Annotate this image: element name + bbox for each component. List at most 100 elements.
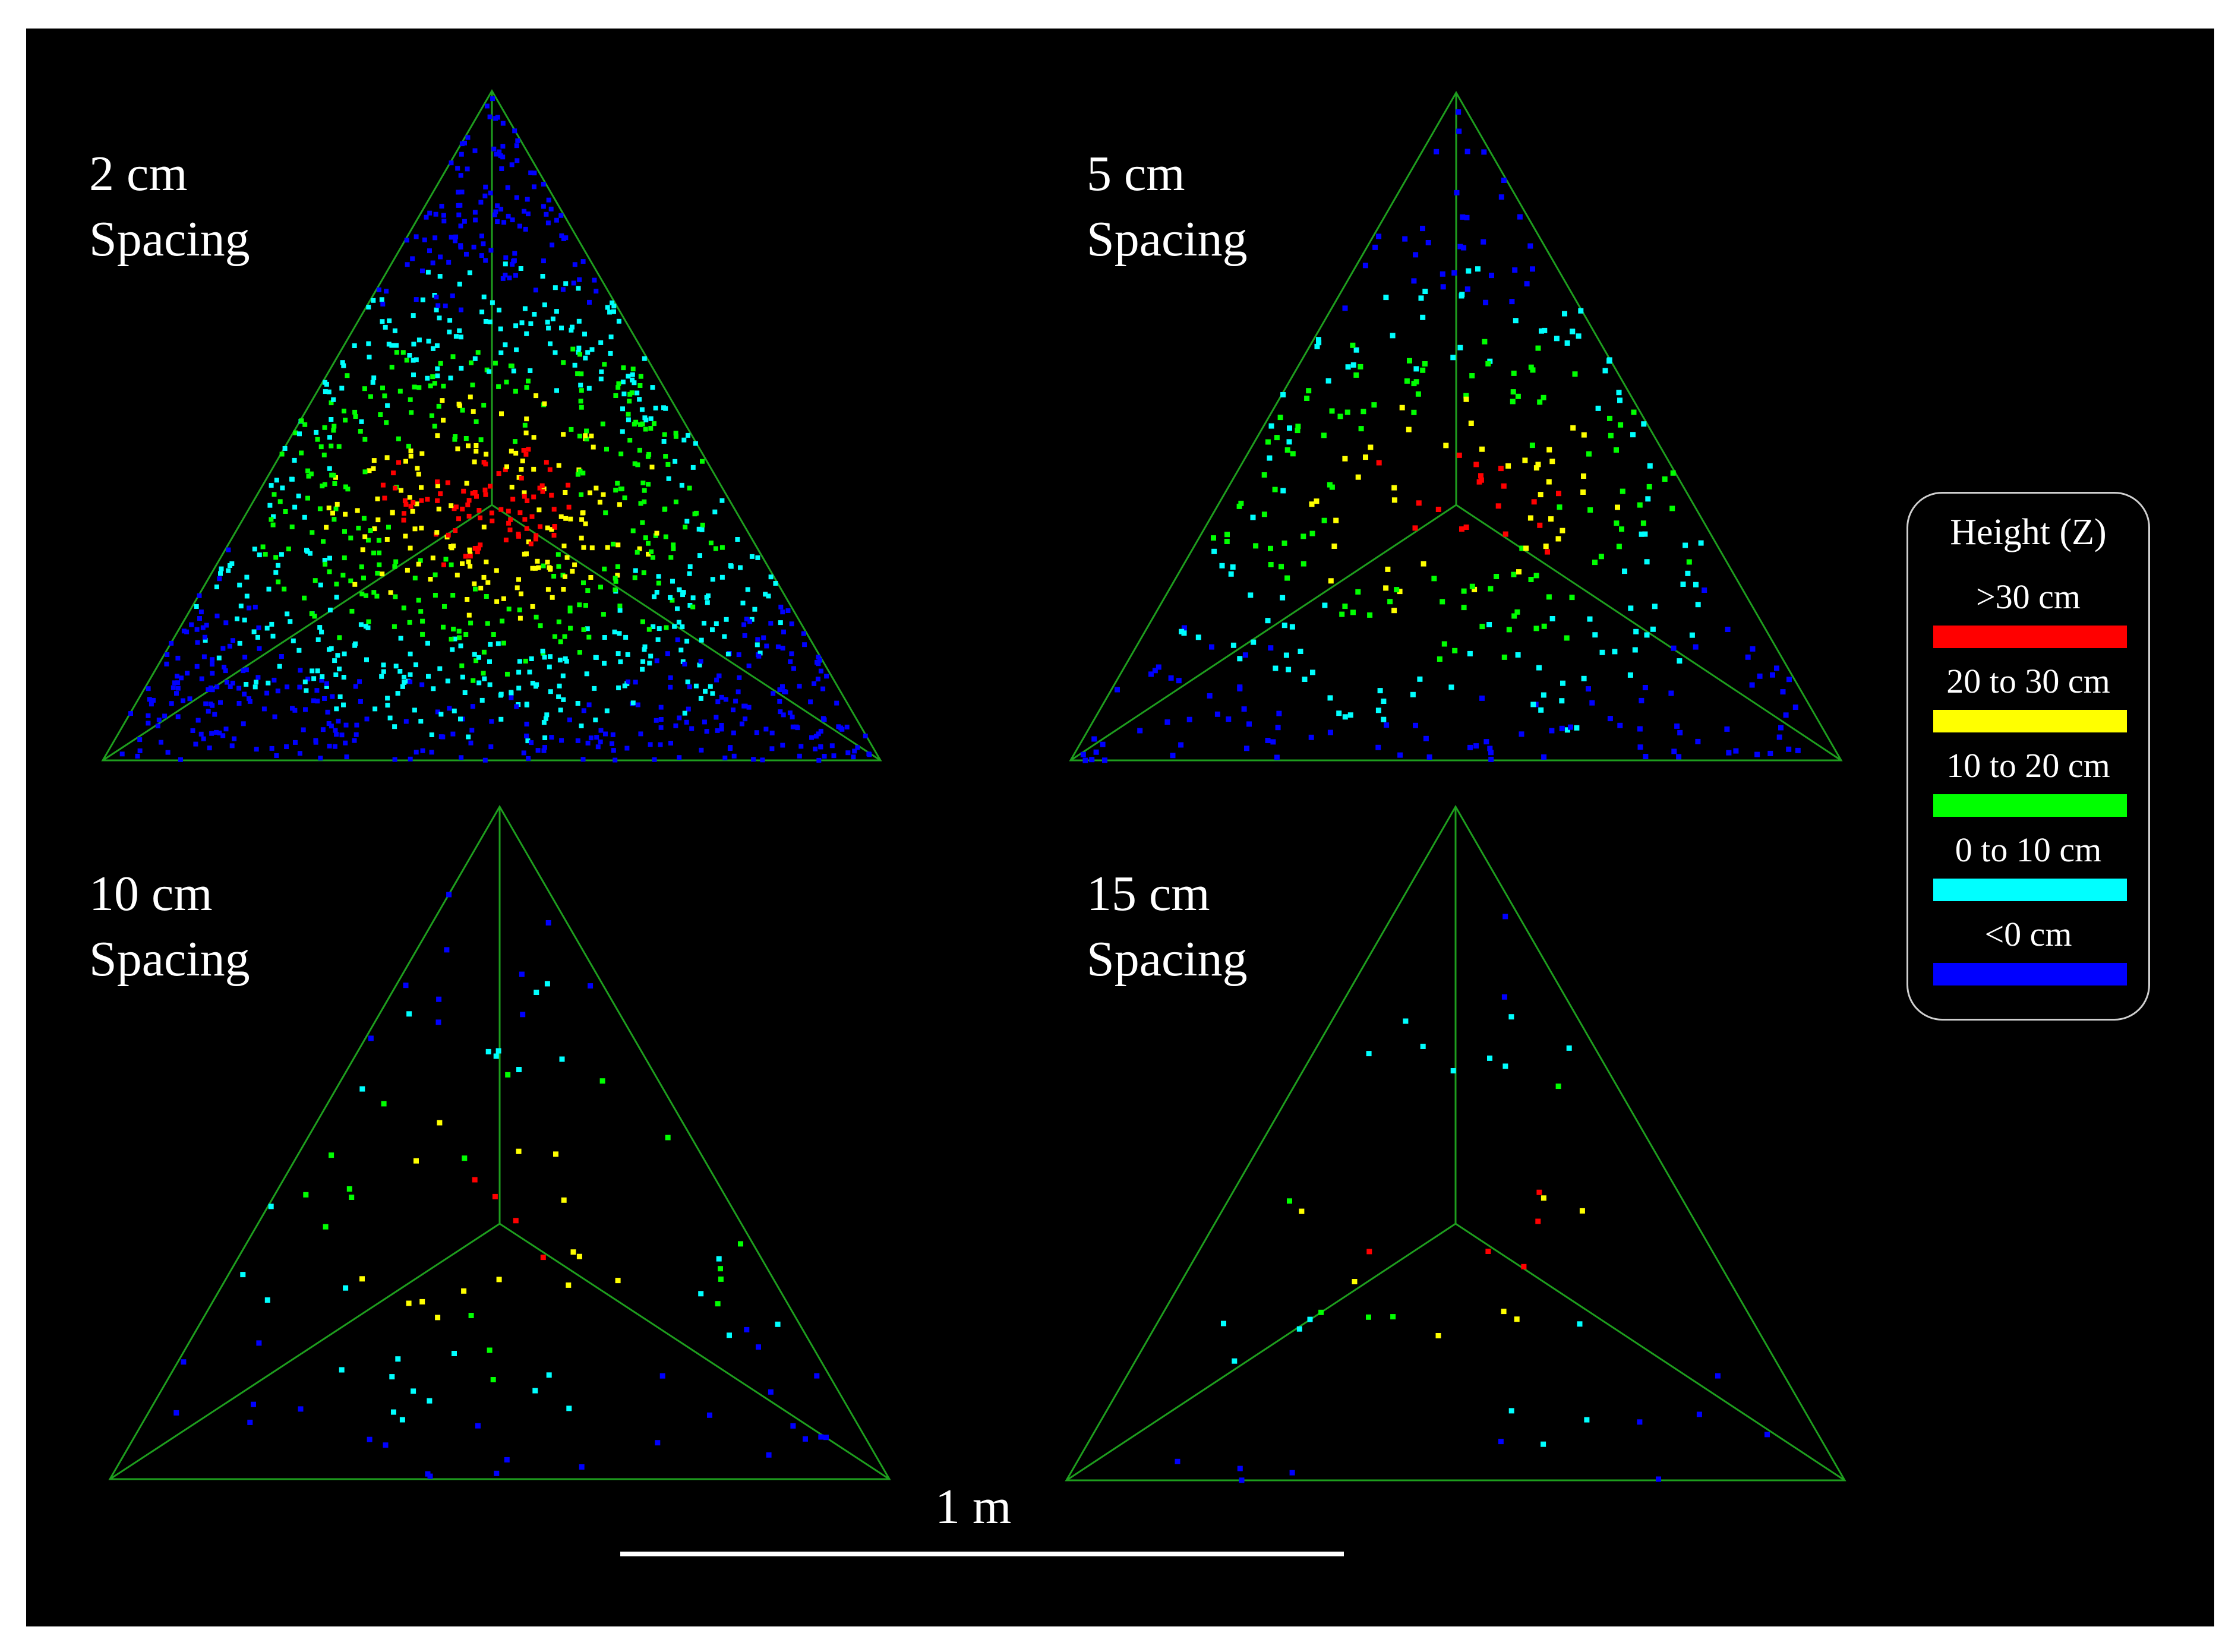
point (470, 491, 475, 496)
point (505, 185, 510, 190)
point (1510, 399, 1516, 405)
point (1397, 589, 1403, 595)
point (420, 618, 425, 624)
point (434, 530, 440, 535)
point (648, 742, 653, 747)
point (496, 471, 501, 476)
point (608, 334, 614, 340)
point (1541, 394, 1546, 400)
point (458, 245, 463, 249)
point (1461, 588, 1467, 594)
point (146, 721, 151, 726)
point (579, 492, 584, 497)
point (463, 436, 469, 441)
point (303, 1192, 309, 1198)
legend-label-10-20: 10 to 20 cm (1946, 746, 2110, 785)
point (420, 297, 425, 302)
point (218, 571, 223, 576)
point (487, 659, 492, 664)
point (492, 1193, 498, 1199)
point (1224, 539, 1230, 544)
point (583, 521, 588, 526)
point (367, 468, 372, 473)
point (503, 273, 508, 278)
point (384, 420, 389, 425)
point (298, 668, 303, 673)
point (478, 515, 483, 520)
point (601, 492, 606, 497)
point (611, 309, 616, 314)
point (702, 719, 707, 725)
point (203, 701, 209, 706)
scale-bar-label: 1 m (935, 1479, 1012, 1534)
point (510, 217, 515, 223)
point (1517, 214, 1523, 220)
point (460, 561, 465, 566)
point (761, 635, 766, 640)
point (559, 326, 564, 331)
point (1367, 612, 1373, 618)
point (315, 699, 320, 704)
point (310, 530, 315, 535)
point (1420, 1044, 1426, 1049)
point (589, 433, 594, 438)
point (1469, 583, 1475, 589)
point (264, 626, 270, 631)
point (708, 541, 714, 545)
point (408, 453, 413, 459)
point (1770, 672, 1775, 678)
point (478, 437, 484, 443)
point (564, 659, 569, 664)
point (580, 757, 586, 762)
point (193, 741, 198, 747)
point (1607, 415, 1612, 421)
point (282, 586, 287, 592)
point (1289, 624, 1295, 630)
point (1463, 393, 1469, 399)
point (376, 538, 381, 543)
point (1677, 658, 1683, 664)
point (450, 354, 456, 359)
point (375, 517, 381, 523)
point (625, 652, 630, 657)
point (1440, 271, 1445, 277)
point (312, 614, 317, 619)
point (615, 1278, 621, 1284)
point (648, 416, 654, 421)
point (1219, 563, 1225, 568)
point (210, 662, 214, 667)
point (517, 223, 522, 229)
point (1486, 622, 1492, 627)
point (1488, 756, 1494, 762)
point (670, 598, 675, 603)
point (251, 629, 257, 634)
point (570, 568, 575, 574)
point (546, 326, 551, 331)
point (412, 526, 418, 532)
point (197, 593, 202, 598)
point (603, 510, 608, 516)
point (348, 535, 353, 541)
point (1164, 719, 1170, 725)
point (541, 563, 546, 568)
point (299, 450, 304, 456)
point (493, 209, 498, 214)
point (579, 388, 584, 393)
point (452, 506, 457, 511)
point (1549, 459, 1555, 465)
point (1237, 1465, 1243, 1471)
point (714, 677, 719, 683)
point (746, 664, 752, 668)
point (719, 574, 725, 580)
point (687, 485, 692, 491)
point (525, 498, 530, 503)
point (426, 339, 431, 344)
point (490, 519, 495, 523)
point (1195, 634, 1201, 640)
point (649, 549, 654, 554)
point (578, 399, 583, 404)
point (448, 544, 453, 549)
point (1309, 530, 1315, 536)
point (364, 593, 368, 598)
point (340, 360, 345, 365)
